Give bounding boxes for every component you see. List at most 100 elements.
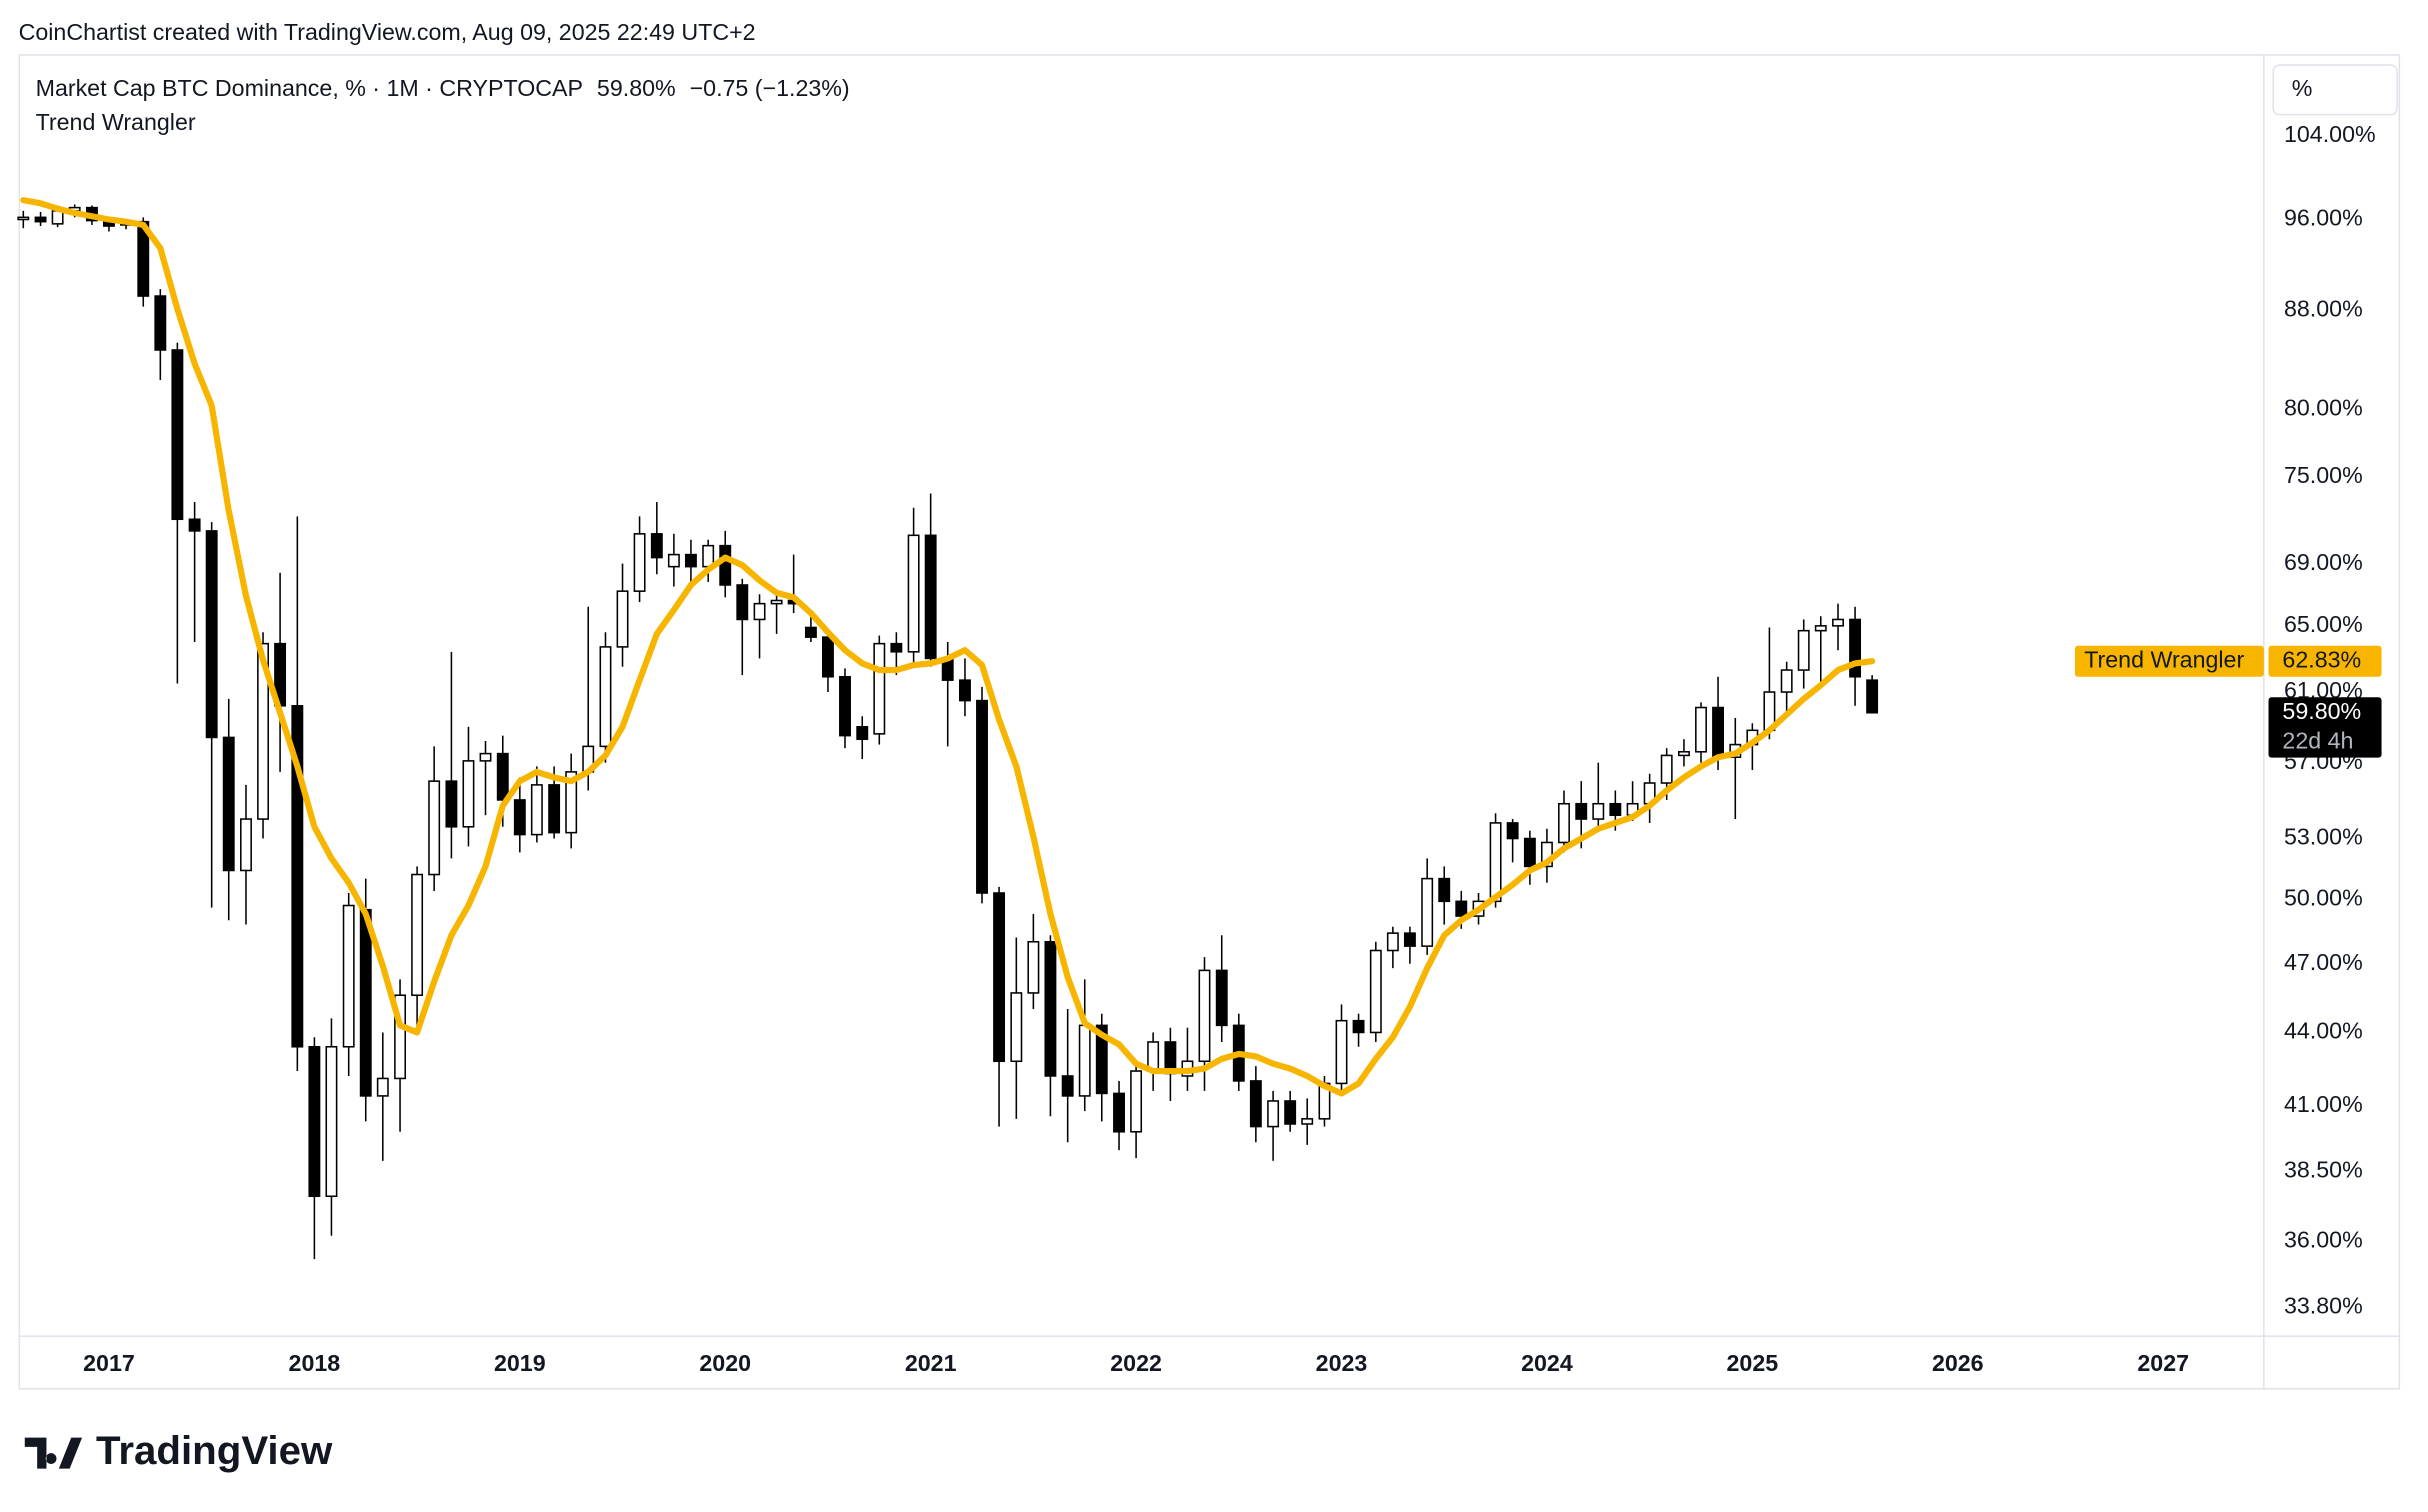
candle-body bbox=[1421, 877, 1434, 947]
candle-body bbox=[1695, 706, 1707, 753]
y-tick-label: 33.80% bbox=[2284, 1292, 2363, 1318]
candle-body bbox=[1352, 1019, 1365, 1034]
candle-body bbox=[1078, 1024, 1091, 1097]
x-tick-label: 2020 bbox=[699, 1350, 751, 1376]
y-tick-label: 53.00% bbox=[2284, 824, 2363, 850]
candle-body bbox=[1095, 1024, 1108, 1095]
candle-body bbox=[959, 679, 971, 702]
candle-body bbox=[1027, 941, 1040, 994]
candle-body bbox=[804, 626, 817, 638]
candle-body bbox=[342, 904, 355, 1048]
candle-body bbox=[1130, 1070, 1143, 1133]
logo-text: TradingView bbox=[96, 1428, 333, 1473]
candle-body bbox=[1575, 802, 1588, 820]
candle-body bbox=[359, 908, 372, 1097]
chart-title: Market Cap BTC Dominance, % · 1M · CRYPT… bbox=[36, 75, 850, 101]
candle-body bbox=[171, 349, 184, 521]
candle-body bbox=[565, 771, 578, 834]
candle-body bbox=[1455, 900, 1468, 917]
candle-body bbox=[530, 784, 543, 836]
candle-body bbox=[428, 780, 441, 876]
candle-body bbox=[736, 584, 749, 621]
candle-body bbox=[1403, 932, 1416, 947]
candle-body bbox=[633, 533, 646, 592]
y-tick-label: 96.00% bbox=[2284, 205, 2363, 231]
candle-body bbox=[1660, 754, 1673, 784]
candle-body bbox=[1113, 1092, 1125, 1133]
x-tick-label: 2027 bbox=[2137, 1350, 2189, 1376]
trend-line bbox=[20, 197, 1876, 1097]
candle-body bbox=[1797, 629, 1810, 671]
candle-body bbox=[1335, 1019, 1348, 1085]
indicator-value-badge-text: 62.83% bbox=[2282, 646, 2361, 672]
candle-body bbox=[548, 784, 561, 834]
candle-body bbox=[667, 553, 680, 568]
unit-button[interactable] bbox=[2272, 64, 2398, 116]
candle-body bbox=[856, 725, 869, 740]
candle-body bbox=[445, 780, 458, 828]
candle-body bbox=[684, 553, 697, 568]
candle-body bbox=[907, 534, 920, 653]
candle-body bbox=[394, 994, 407, 1080]
unit-label[interactable]: % bbox=[2292, 75, 2313, 101]
attribution: CoinChartist created with TradingView.co… bbox=[19, 19, 756, 45]
x-tick-label: 2024 bbox=[1521, 1350, 1573, 1376]
candle-body bbox=[1044, 941, 1057, 1077]
candle-body bbox=[616, 590, 629, 648]
candle-body bbox=[1249, 1080, 1262, 1128]
price-change: −0.75 (−1.23%) bbox=[690, 75, 850, 101]
candle-body bbox=[17, 216, 30, 221]
indicator-value-badge bbox=[2268, 645, 2382, 677]
indicator-legend: Trend Wrangler bbox=[36, 109, 196, 135]
candle-body bbox=[873, 642, 886, 735]
candle-body bbox=[34, 216, 47, 223]
candle-body bbox=[1198, 969, 1211, 1063]
candle-body bbox=[257, 642, 269, 820]
chart-frame bbox=[18, 54, 2401, 1390]
price-badge bbox=[2268, 697, 2382, 758]
candle-body bbox=[137, 220, 150, 297]
candle-body bbox=[976, 699, 988, 894]
y-tick-label: 41.00% bbox=[2284, 1091, 2363, 1117]
indicator-name-badge bbox=[2074, 645, 2264, 677]
candle-body bbox=[821, 636, 834, 678]
candle-body bbox=[1284, 1100, 1297, 1125]
x-tick-label: 2021 bbox=[905, 1350, 957, 1376]
y-tick-label: 36.00% bbox=[2284, 1227, 2363, 1253]
x-tick-label: 2019 bbox=[494, 1350, 546, 1376]
candle-body bbox=[1678, 751, 1690, 757]
candle-body bbox=[479, 752, 492, 762]
candle-body bbox=[1558, 802, 1570, 844]
y-tick-label: 88.00% bbox=[2284, 295, 2363, 321]
y-tick-label: 50.00% bbox=[2284, 884, 2363, 910]
y-tick-label: 65.00% bbox=[2284, 611, 2363, 637]
candles bbox=[17, 204, 1879, 1260]
candle-body bbox=[462, 760, 475, 828]
y-tick-label: 80.00% bbox=[2284, 395, 2363, 421]
x-tick-label: 2025 bbox=[1727, 1350, 1779, 1376]
candle-body bbox=[1301, 1118, 1314, 1125]
candle-body bbox=[993, 892, 1006, 1063]
candle-body bbox=[1523, 837, 1536, 868]
logo-icon bbox=[24, 1437, 83, 1469]
x-tick-label: 2026 bbox=[1932, 1350, 1984, 1376]
candle-body bbox=[1267, 1100, 1280, 1128]
candle-body bbox=[188, 518, 201, 532]
candle-body bbox=[719, 544, 732, 586]
candle-body bbox=[753, 602, 766, 621]
x-tick-label: 2022 bbox=[1110, 1350, 1162, 1376]
y-tick-label: 47.00% bbox=[2284, 949, 2363, 975]
countdown-text: 22d 4h bbox=[2282, 727, 2353, 753]
tradingview-logo: TradingView bbox=[24, 1428, 333, 1473]
y-tick-label: 69.00% bbox=[2284, 549, 2363, 575]
candle-body bbox=[1489, 822, 1502, 903]
candle-body bbox=[496, 752, 509, 801]
candle-body bbox=[1712, 706, 1725, 759]
candle-body bbox=[1814, 625, 1827, 632]
last-price: 59.80% bbox=[597, 75, 676, 101]
candle-body bbox=[325, 1045, 338, 1198]
candle-body bbox=[1592, 802, 1605, 820]
